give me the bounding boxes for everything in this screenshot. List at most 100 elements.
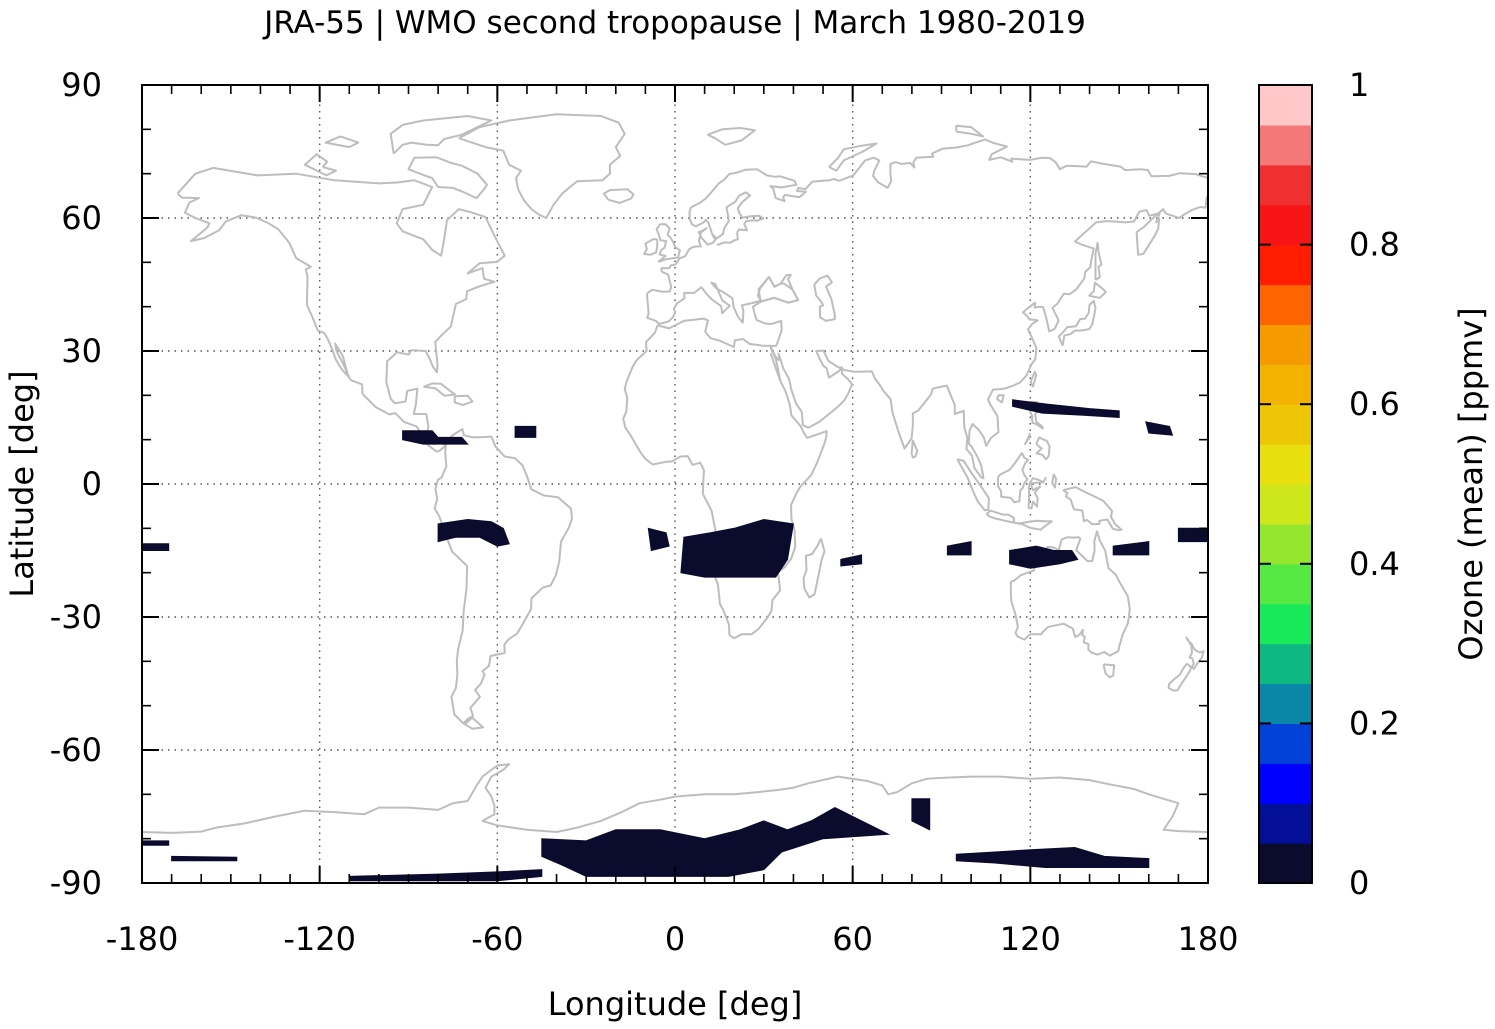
colorbar-swatch: [1259, 683, 1312, 724]
ozone-region: [141, 840, 170, 846]
x-tick-label: -180: [106, 920, 179, 958]
coastline: [602, 188, 635, 204]
ozone-region: [840, 554, 863, 567]
coastline: [756, 276, 800, 304]
coastline: [1102, 663, 1116, 679]
ozone-region: [1145, 421, 1174, 436]
colorbar-swatch: [1259, 404, 1312, 445]
y-tick-label: 30: [61, 332, 102, 370]
x-tick-label: 60: [832, 920, 873, 958]
coastline: [643, 238, 659, 256]
ozone-region: [348, 869, 543, 882]
colorbar-tick-label: 0.2: [1349, 704, 1400, 742]
coastline: [995, 394, 1005, 404]
colorbar-swatch: [1259, 563, 1312, 605]
colorbar-tick-label: 0: [1349, 864, 1369, 902]
coastlines: [141, 113, 1209, 834]
colorbar-tick-label: 0.8: [1349, 226, 1400, 264]
chart-title: JRA-55 | WMO second tropopause | March 1…: [262, 5, 1086, 41]
coastline: [423, 382, 457, 397]
colorbar-swatch: [1259, 284, 1312, 325]
coastline: [1029, 370, 1038, 388]
coastline: [389, 115, 493, 155]
coastline: [955, 124, 984, 138]
colorbar-tick-label: 0.6: [1349, 385, 1400, 423]
colorbar-swatch: [1259, 723, 1312, 764]
colorbar: [1259, 85, 1312, 884]
coastline: [1035, 436, 1051, 461]
colorbar-ticks: [1259, 84, 1312, 884]
y-tick-label: 60: [61, 199, 102, 237]
coastline: [622, 317, 828, 640]
y-tick-label: -60: [50, 731, 102, 769]
colorbar-swatch: [1259, 763, 1312, 804]
coastline: [458, 113, 626, 219]
coastline: [1167, 662, 1193, 692]
coastline: [1027, 476, 1047, 510]
ozone-region: [955, 846, 1150, 868]
coastline: [645, 138, 1209, 480]
coastline: [1057, 299, 1097, 347]
coastline: [433, 428, 573, 725]
coastline: [956, 458, 990, 512]
coastline: [1024, 432, 1031, 446]
ozone-region: [541, 807, 891, 877]
x-axis-label: Longitude [deg]: [548, 985, 803, 1023]
ozone-region: [141, 543, 170, 551]
ozone-region: [402, 430, 469, 445]
colorbar-swatch: [1259, 85, 1312, 126]
ozone-region: [911, 798, 931, 831]
colorbar-swatch: [1259, 364, 1312, 405]
coastline: [707, 127, 756, 146]
colorbar-swatch: [1259, 164, 1312, 206]
ozone-region: [647, 527, 670, 552]
y-tick-label: -90: [50, 864, 102, 902]
colorbar-swatch: [1259, 843, 1312, 884]
x-tick-label: -60: [471, 920, 523, 958]
gridlines: [142, 85, 1208, 883]
minor-ticks: [142, 85, 1208, 883]
coastline: [655, 223, 681, 263]
coastline: [828, 142, 878, 172]
ozone-region: [1112, 541, 1150, 556]
colorbar-swatch: [1259, 803, 1312, 844]
coastline: [769, 352, 782, 382]
coastline: [813, 274, 836, 322]
ozone-region: [1177, 527, 1209, 543]
major-ticks: [141, 84, 1209, 884]
ozone-region: [437, 518, 510, 547]
coastline: [910, 439, 919, 459]
ozone-region: [1009, 545, 1079, 569]
coastline: [985, 509, 1015, 524]
coastline: [324, 135, 360, 149]
colorbar-swatch: [1259, 324, 1312, 365]
coastline: [1088, 281, 1107, 299]
ozone-region: [946, 540, 972, 556]
colorbar-swatch: [1259, 124, 1312, 166]
coastline: [1062, 486, 1123, 532]
colorbar-swatch: [1259, 244, 1312, 286]
colorbar-tick-label: 0.4: [1349, 545, 1400, 583]
x-tick-labels: -180 -120 -60 0 60 120 180: [106, 920, 1239, 958]
colorbar-label: Ozone (mean) [ppmv]: [1452, 307, 1490, 660]
coastline: [407, 156, 488, 200]
ozone-region: [680, 518, 794, 578]
colorbar-swatch: [1259, 603, 1312, 645]
ozone-region: [171, 855, 238, 862]
ozone-cells: [141, 399, 1209, 882]
coastline: [141, 763, 1209, 834]
colorbar-tick-label: 1: [1349, 66, 1369, 104]
x-tick-label: 180: [1177, 920, 1238, 958]
coastline: [1009, 530, 1131, 657]
colorbar-swatch: [1259, 444, 1312, 485]
x-tick-label: 120: [1000, 920, 1061, 958]
x-tick-label: 0: [665, 920, 685, 958]
coastline: [463, 716, 485, 730]
y-tick-labels: 90 60 30 0 -30 -60 -90: [50, 66, 102, 902]
coastline: [1051, 473, 1058, 489]
coastline: [176, 166, 506, 453]
coastline: [303, 153, 337, 177]
ozone-region: [1012, 399, 1120, 419]
ozone-region: [514, 425, 537, 438]
